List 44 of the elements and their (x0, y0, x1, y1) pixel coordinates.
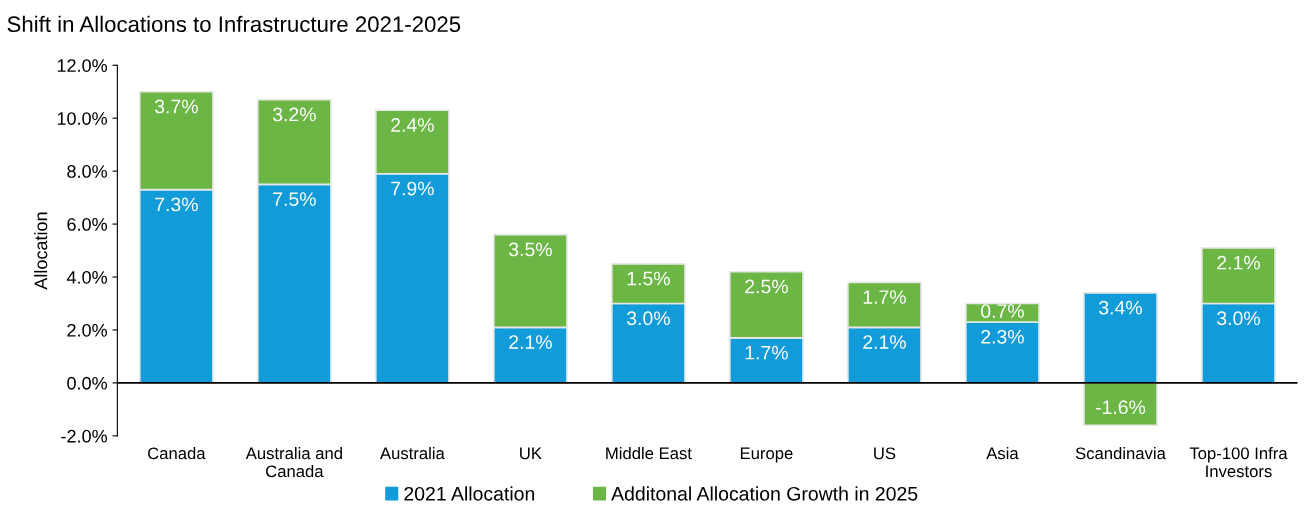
data-label: 3.4% (1099, 300, 1142, 315)
data-label: 1.5% (627, 271, 670, 286)
x-tick-label: Middle East (606, 446, 692, 460)
y-tick-label: 8.0% (67, 165, 107, 178)
data-label: 3.0% (1217, 311, 1260, 326)
data-label: 3.2% (272, 107, 316, 122)
x-tick-label: Canada (148, 446, 206, 460)
x-tick-label: Top-100 Infra Investors (1189, 447, 1288, 478)
data-label: 7.3% (155, 197, 198, 212)
x-tick-label: Asia (986, 446, 1019, 460)
legend-label: 2021 Allocation (404, 486, 535, 501)
x-tick-label: Europe (740, 447, 793, 463)
data-label: 3.7% (154, 99, 198, 114)
x-tick-label: Scandinavia (1075, 446, 1166, 460)
y-tick-label: 12.0% (57, 59, 107, 72)
data-label: 3.5% (508, 242, 552, 257)
data-label: 0.7% (981, 304, 1024, 318)
y-tick-label: 10.0% (57, 112, 107, 125)
y-tick-label: 2.0% (67, 323, 107, 337)
data-label: 3.0% (627, 311, 670, 326)
data-label: 7.5% (273, 192, 316, 207)
x-tick-label: Australia and Canada (245, 446, 342, 478)
chart-title: Shift in Allocations to Infrastructure 2021-2025 (7, 15, 461, 33)
bar (1083, 382, 1158, 427)
data-label: 2.3% (981, 329, 1024, 344)
x-tick-label: US (874, 447, 896, 460)
data-label: 2.5% (745, 279, 788, 294)
data-label: 2.1% (509, 335, 552, 349)
bar (1083, 292, 1158, 384)
y-tick-label: 4.0% (66, 270, 107, 284)
y-tick-label: -2.0% (61, 429, 107, 443)
data-label: 7.9% (391, 181, 434, 196)
data-label: -1.6% (1095, 400, 1146, 415)
data-label: 2.1% (1217, 255, 1260, 270)
data-label: 1.7% (863, 290, 906, 304)
x-tick-label: Australia (380, 446, 445, 460)
x-tick-label: UK (520, 447, 542, 460)
y-tick-label: 0.0% (67, 376, 107, 390)
data-label: 2.4% (391, 118, 434, 132)
y-tick-label: 6.0% (67, 218, 107, 231)
legend-label: Additonal Allocation Growth in 2025 (611, 486, 918, 501)
data-label: 2.1% (863, 335, 906, 349)
data-label: 1.7% (745, 345, 788, 360)
y-axis-title: Allocation (34, 212, 48, 290)
